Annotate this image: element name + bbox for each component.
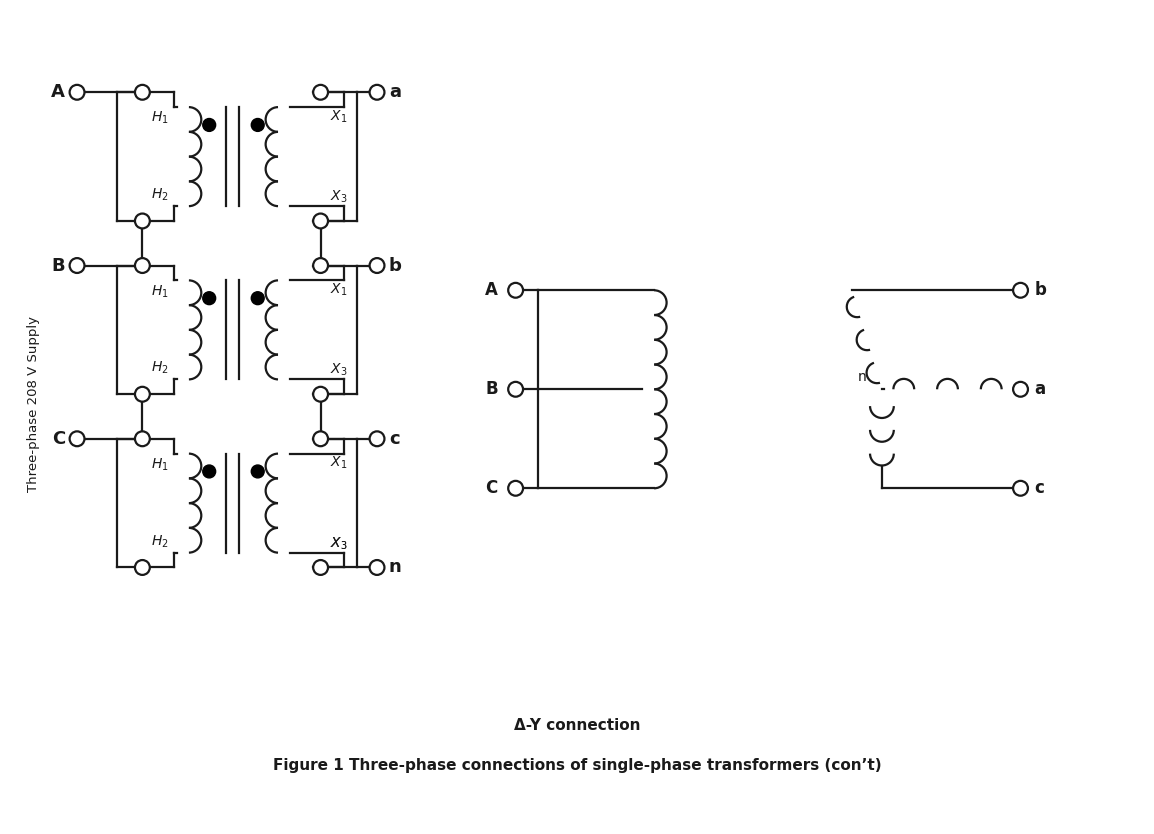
Circle shape	[313, 387, 328, 402]
Circle shape	[1013, 382, 1028, 397]
Text: n: n	[857, 370, 867, 384]
Circle shape	[1013, 481, 1028, 495]
Circle shape	[69, 85, 84, 100]
Circle shape	[135, 431, 150, 446]
Text: a: a	[1034, 380, 1046, 399]
Circle shape	[508, 283, 523, 298]
Circle shape	[252, 292, 264, 304]
Circle shape	[369, 560, 384, 575]
Text: C: C	[486, 480, 497, 497]
Text: C: C	[52, 430, 65, 448]
Circle shape	[135, 214, 150, 229]
Text: $X_1$: $X_1$	[330, 455, 347, 471]
Text: $X_1$: $X_1$	[330, 281, 347, 298]
Circle shape	[69, 431, 84, 446]
Text: A: A	[485, 281, 497, 299]
Text: c: c	[389, 430, 399, 448]
Text: $H_1$: $H_1$	[151, 284, 168, 299]
Circle shape	[369, 258, 384, 273]
Circle shape	[135, 560, 150, 575]
Text: $X_3$: $X_3$	[330, 362, 349, 379]
Circle shape	[203, 118, 216, 132]
Text: A: A	[51, 83, 65, 101]
Text: a: a	[389, 83, 400, 101]
Text: $H_1$: $H_1$	[151, 110, 168, 127]
Circle shape	[135, 85, 150, 100]
Text: b: b	[1034, 281, 1047, 299]
Text: c: c	[1034, 480, 1044, 497]
Text: $H_2$: $H_2$	[151, 533, 168, 550]
Text: $H_1$: $H_1$	[151, 456, 168, 473]
Text: $X_3$: $X_3$	[330, 535, 349, 551]
Text: B: B	[485, 380, 497, 399]
Text: n: n	[389, 559, 402, 576]
Circle shape	[203, 465, 216, 478]
Circle shape	[313, 214, 328, 229]
Circle shape	[369, 85, 384, 100]
Circle shape	[135, 258, 150, 273]
Text: $X_3$: $X_3$	[330, 535, 349, 551]
Circle shape	[135, 387, 150, 402]
Circle shape	[69, 258, 84, 273]
Circle shape	[313, 85, 328, 100]
Circle shape	[252, 118, 264, 132]
Circle shape	[1013, 283, 1028, 298]
Text: b: b	[389, 257, 402, 274]
Circle shape	[203, 292, 216, 304]
Text: Three-phase 208 V Supply: Three-phase 208 V Supply	[27, 316, 40, 492]
Text: Δ-Y connection: Δ-Y connection	[514, 718, 640, 733]
Circle shape	[313, 560, 328, 575]
Circle shape	[313, 431, 328, 446]
Circle shape	[369, 431, 384, 446]
Circle shape	[508, 382, 523, 397]
Text: $H_2$: $H_2$	[151, 360, 168, 376]
Text: B: B	[52, 257, 65, 274]
Circle shape	[508, 481, 523, 495]
Text: $X_3$: $X_3$	[330, 188, 349, 205]
Circle shape	[313, 258, 328, 273]
Text: $X_1$: $X_1$	[330, 108, 347, 124]
Circle shape	[252, 465, 264, 478]
Text: Figure 1 Three-phase connections of single-phase transformers (con’t): Figure 1 Three-phase connections of sing…	[272, 758, 882, 773]
Text: $H_2$: $H_2$	[151, 187, 168, 203]
